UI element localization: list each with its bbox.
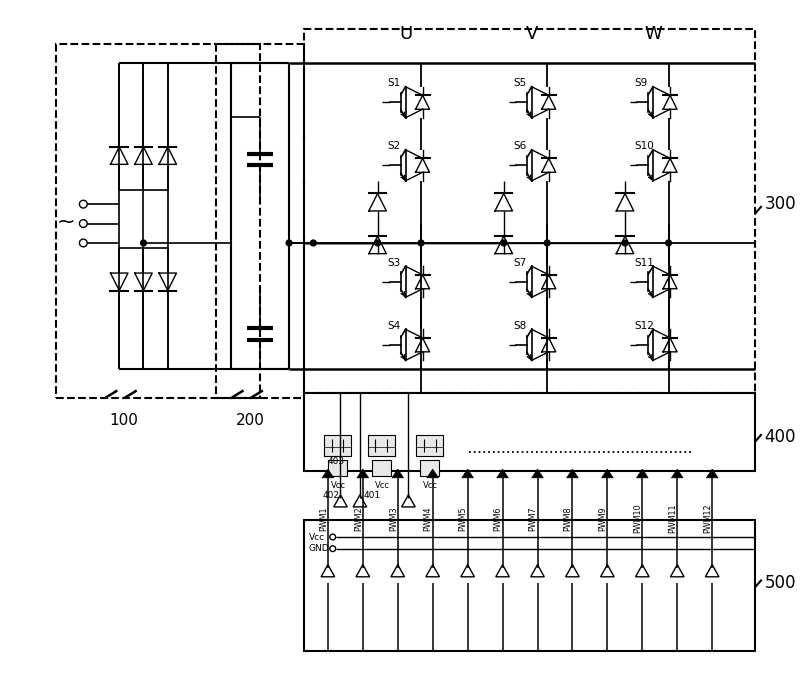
Polygon shape: [601, 565, 614, 577]
Polygon shape: [635, 565, 649, 577]
Bar: [368, 435, 395, 456]
Text: PWM10: PWM10: [634, 504, 642, 533]
Text: Vcc: Vcc: [374, 481, 390, 490]
Text: 401: 401: [364, 491, 381, 500]
Text: S7: S7: [513, 258, 526, 268]
Text: Vcc: Vcc: [423, 481, 438, 490]
Text: PWM12: PWM12: [703, 504, 712, 533]
Text: 200: 200: [236, 413, 265, 428]
Text: GND: GND: [309, 544, 329, 553]
Polygon shape: [671, 469, 683, 478]
Text: 300: 300: [765, 195, 796, 213]
Text: 403: 403: [328, 457, 345, 466]
Polygon shape: [670, 565, 684, 577]
Text: 402: 402: [323, 491, 340, 500]
Circle shape: [666, 240, 671, 246]
Text: S11: S11: [634, 258, 654, 268]
Bar: [328, 460, 347, 476]
Polygon shape: [321, 565, 334, 577]
Polygon shape: [530, 565, 544, 577]
Circle shape: [622, 240, 628, 246]
Polygon shape: [532, 469, 543, 478]
Circle shape: [418, 240, 424, 246]
Text: S2: S2: [387, 142, 400, 151]
Text: S6: S6: [513, 142, 526, 151]
Circle shape: [310, 240, 316, 246]
Text: U: U: [399, 25, 412, 44]
Polygon shape: [462, 469, 474, 478]
Text: S9: S9: [634, 78, 648, 89]
Text: ~: ~: [57, 212, 75, 232]
Polygon shape: [497, 469, 508, 478]
Text: S12: S12: [634, 321, 654, 331]
Circle shape: [286, 240, 292, 246]
Text: PWM9: PWM9: [598, 506, 607, 531]
Polygon shape: [566, 565, 579, 577]
Text: PWM7: PWM7: [529, 506, 538, 531]
Text: S10: S10: [634, 142, 654, 151]
Circle shape: [374, 240, 381, 246]
Polygon shape: [334, 495, 347, 507]
Bar: [304, 394, 755, 471]
Text: PWM2: PWM2: [354, 506, 363, 531]
Text: 400: 400: [765, 428, 796, 446]
Polygon shape: [322, 469, 334, 478]
Polygon shape: [356, 565, 370, 577]
Circle shape: [141, 240, 146, 246]
Polygon shape: [566, 469, 578, 478]
Bar: [324, 435, 351, 456]
Polygon shape: [706, 469, 718, 478]
Polygon shape: [357, 469, 369, 478]
Text: PWM8: PWM8: [563, 507, 573, 530]
Polygon shape: [706, 565, 719, 577]
Text: Vcc: Vcc: [309, 533, 325, 541]
Polygon shape: [461, 565, 474, 577]
Bar: [304, 520, 755, 650]
Polygon shape: [392, 469, 403, 478]
Text: Vcc: Vcc: [330, 481, 346, 490]
Polygon shape: [402, 495, 415, 507]
Polygon shape: [391, 565, 405, 577]
Text: 100: 100: [110, 413, 138, 428]
Bar: [416, 435, 443, 456]
Text: PWM4: PWM4: [424, 507, 433, 530]
Circle shape: [501, 240, 506, 246]
Text: S4: S4: [387, 321, 400, 331]
Text: W: W: [644, 25, 662, 44]
Text: PWM11: PWM11: [668, 504, 678, 533]
Polygon shape: [426, 565, 439, 577]
Text: S8: S8: [513, 321, 526, 331]
Text: 500: 500: [765, 573, 796, 592]
Bar: [216, 44, 304, 398]
Polygon shape: [353, 495, 366, 507]
Text: V: V: [526, 25, 538, 44]
Polygon shape: [496, 565, 510, 577]
Text: S5: S5: [513, 78, 526, 89]
Text: S3: S3: [387, 258, 400, 268]
Text: PWM6: PWM6: [494, 507, 502, 530]
Text: PWM5: PWM5: [458, 506, 468, 531]
Bar: [56, 44, 260, 398]
Text: S1: S1: [387, 78, 400, 89]
Bar: [371, 460, 391, 476]
Polygon shape: [427, 469, 438, 478]
Polygon shape: [637, 469, 648, 478]
Text: PWM3: PWM3: [389, 507, 398, 530]
Bar: [304, 29, 755, 394]
Polygon shape: [602, 469, 613, 478]
Text: PWM1: PWM1: [319, 507, 328, 530]
Circle shape: [544, 240, 550, 246]
Bar: [420, 460, 439, 476]
